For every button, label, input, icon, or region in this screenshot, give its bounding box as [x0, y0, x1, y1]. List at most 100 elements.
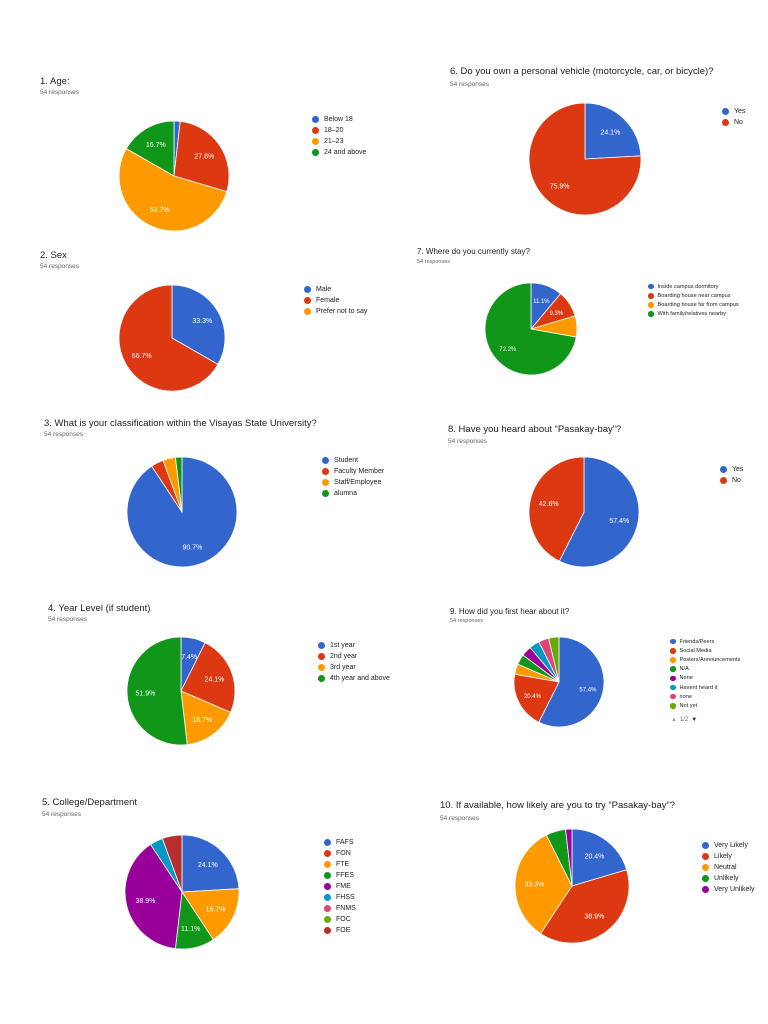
- response-count: 54 responses: [448, 438, 488, 445]
- slice-value-label: 7.4%: [181, 654, 197, 661]
- legend-swatch: [304, 286, 311, 293]
- legend-swatch: [702, 853, 709, 860]
- legend-swatch: [312, 127, 319, 134]
- pie-slice-foe: [161, 834, 183, 893]
- legend-item-n-a: N/A: [670, 665, 740, 674]
- legend-swatch: [312, 149, 319, 156]
- legend-label: FON: [336, 850, 351, 857]
- legend-swatch: [324, 850, 331, 857]
- legend-item-male: Male: [304, 284, 367, 295]
- legend-swatch: [324, 861, 331, 868]
- legend-swatch: [648, 302, 654, 308]
- legend-label: Yes: [734, 108, 746, 115]
- legend-swatch: [702, 842, 709, 849]
- pie-slice-with-family-relatives-nearby: [484, 282, 577, 376]
- panel-q7: 7. Where do you currently stay? 54 respo…: [406, 238, 762, 398]
- slice-value-label: 42.6%: [539, 501, 559, 508]
- legend-swatch: [318, 664, 325, 671]
- legend-label: alumna: [334, 490, 357, 497]
- legend-label: No: [734, 119, 743, 126]
- pie-chart: 24.1% 16.7% 11.1% 38.9%: [124, 834, 240, 950]
- legend-label: Very Likely: [714, 842, 748, 849]
- chart-legend: FAFS FON FTE FFES FME FHSS FNMS FOC FOE: [324, 837, 356, 936]
- legend-item-female: Female: [304, 295, 367, 306]
- pie-slice-2nd-year: [180, 642, 236, 713]
- legend-swatch: [702, 875, 709, 882]
- response-count: 54 responses: [40, 263, 80, 270]
- legend-label: none: [679, 693, 692, 700]
- slice-value-label: 90.7%: [183, 544, 203, 551]
- legend-item-none: None: [670, 674, 740, 683]
- pager-up-icon[interactable]: ▲: [671, 717, 677, 723]
- legend-item-prefer-not-to-say: Prefer not to say: [304, 306, 367, 317]
- panel-q6: 6. Do you own a personal vehicle (motorc…: [406, 54, 762, 226]
- chart-legend: Below 18 18–20 21–23 24 and above: [312, 114, 366, 158]
- legend-swatch: [670, 684, 676, 691]
- response-count: 54 responses: [450, 618, 484, 624]
- legend-item-below-18: Below 18: [312, 114, 366, 125]
- legend-item-alumna: alumna: [322, 488, 384, 499]
- legend-item-fon: FON: [324, 848, 356, 859]
- legend-item-friends-peers: Friends/Peers: [670, 637, 740, 646]
- legend-swatch: [324, 839, 331, 846]
- legend-item-very-likely: Very Likely: [702, 840, 754, 851]
- legend-label: Social Media: [679, 647, 712, 654]
- pager-down-icon[interactable]: ▼: [691, 717, 698, 723]
- legend-swatch: [670, 648, 676, 654]
- legend-label: Boarding house near campus: [657, 292, 731, 299]
- legend-item-24-and-above: 24 and above: [312, 147, 366, 158]
- slice-value-label: 9.3%: [550, 311, 564, 317]
- legend-item-havent-heard-it: Havent heard it: [670, 683, 740, 692]
- pie-chart: 90.7%: [126, 456, 238, 568]
- response-count: 54 responses: [417, 259, 451, 265]
- legend-swatch: [322, 457, 329, 464]
- legend-swatch: [722, 108, 729, 115]
- legend-label: Havent heard it: [679, 684, 718, 691]
- response-count: 54 responses: [450, 81, 490, 88]
- legend-label: Prefer not to say: [316, 308, 368, 315]
- chart-legend: Very Likely Likely Neutral Unlikely Very Unl…: [702, 840, 754, 895]
- legend-item-foe: FOE: [324, 925, 356, 936]
- slice-value-label: 33.3%: [525, 881, 545, 888]
- legend-swatch: [324, 872, 331, 879]
- legend-item-fhss: FHSS: [324, 892, 356, 903]
- legend-label: Posters/Announcements: [679, 656, 741, 663]
- legend-pager[interactable]: ▲ 1/2 ▼: [671, 717, 697, 723]
- slice-value-label: 38.9%: [584, 914, 604, 921]
- legend-item-likely: Likely: [702, 851, 754, 862]
- legend-label: 18–20: [324, 127, 344, 134]
- legend-label: 4th year and above: [330, 675, 390, 682]
- legend-label: 21–23: [324, 138, 344, 145]
- legend-swatch: [720, 466, 727, 473]
- legend-swatch: [322, 479, 329, 486]
- pie-chart: 57.4% 20.4%: [513, 636, 605, 728]
- legend-label: 1st year: [330, 642, 355, 649]
- pie-slice-female: [118, 284, 219, 392]
- legend-item-inside-campus-dormitory: Inside campus dormitory: [648, 282, 739, 291]
- chart-legend: Student Faculty Member Staff/Employee alumn…: [322, 455, 384, 499]
- pie-chart: 33.3% 66.7%: [118, 284, 226, 392]
- pie-slice-very-unlikely: [565, 828, 573, 887]
- legend-label: FHSS: [336, 894, 355, 901]
- legend-swatch: [722, 119, 729, 126]
- panel-q4: 4. Year Level (if student) 54 responses …: [26, 594, 394, 762]
- legend-swatch: [670, 693, 676, 700]
- legend-label: 2nd year: [330, 653, 358, 660]
- chart-title: 6. Do you own a personal vehicle (motorc…: [450, 66, 714, 77]
- legend-label: FME: [336, 883, 351, 890]
- legend-label: N/A: [679, 666, 689, 673]
- slice-value-label: 16.7%: [146, 142, 166, 149]
- legend-swatch: [324, 894, 331, 901]
- legend-label: 24 and above: [324, 149, 367, 156]
- legend-item-4th-year-and-above: 4th year and above: [318, 673, 390, 684]
- legend-swatch: [322, 490, 329, 497]
- legend-label: No: [732, 477, 741, 484]
- response-count: 54 responses: [40, 89, 80, 96]
- legend-swatch: [304, 297, 311, 304]
- chart-title: 9. How did you first hear about it?: [450, 607, 570, 616]
- pie-chart: 57.4% 42.6%: [528, 456, 640, 568]
- legend-label: FNMS: [336, 905, 356, 912]
- slice-value-label: 66.7%: [132, 353, 152, 360]
- legend-swatch: [324, 883, 331, 890]
- legend-swatch: [670, 675, 676, 682]
